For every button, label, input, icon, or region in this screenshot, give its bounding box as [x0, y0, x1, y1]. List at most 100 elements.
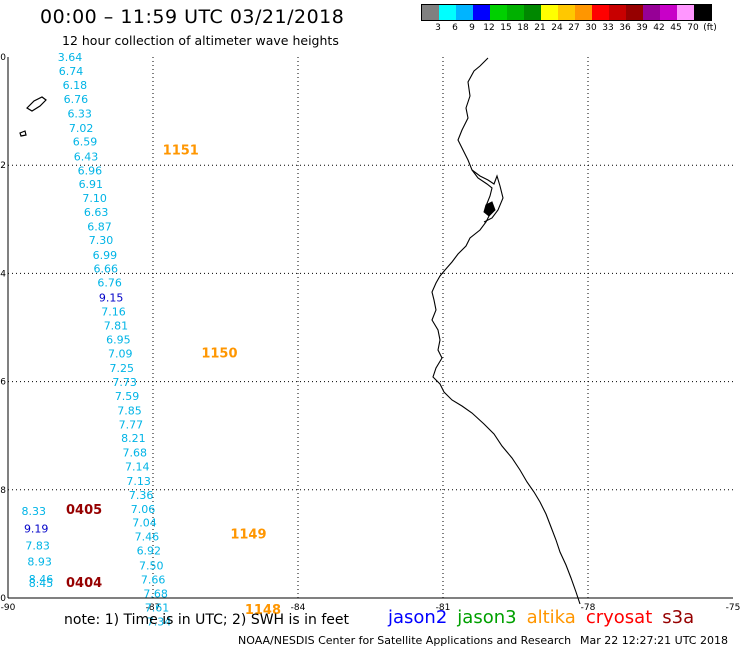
legend-tick-label: 36	[619, 23, 631, 33]
galapagos-island-small	[19, 130, 27, 137]
puna-island	[483, 201, 496, 217]
wave-height-value: 6.87	[87, 221, 112, 234]
wave-height-value: 6.74	[59, 65, 84, 78]
wave-height-value: 8.21	[121, 432, 146, 445]
legend-tick-label: 33	[602, 23, 614, 33]
track-1151: 3.646.746.186.766.337.026.596.436.966.91…	[58, 51, 199, 305]
lat-tick-label: 0	[0, 53, 6, 63]
legend-tick-label: 9	[469, 23, 475, 33]
lon-tick-label: -78	[581, 603, 596, 613]
map-subtitle: 12 hour collection of altimeter wave hei…	[62, 33, 339, 48]
legend-swatch	[609, 5, 626, 20]
track-1149: 7.047.466.927.507.667.68 1149	[132, 517, 266, 601]
legend-swatch	[473, 5, 490, 20]
legend-swatch	[439, 5, 456, 20]
lat-tick-label: -6	[0, 378, 6, 388]
legend-swatch	[575, 5, 592, 20]
legend-swatch	[660, 5, 677, 20]
lat-tick-label: -2	[0, 161, 6, 171]
wave-height-value: 7.61	[145, 602, 170, 615]
pass-time-label: 1148	[245, 603, 281, 618]
satellite-s3a: s3a	[662, 607, 695, 628]
wave-height-value: 7.25	[110, 362, 135, 375]
wave-height-value: 7.14	[125, 460, 150, 473]
wave-height-value: 9.19	[24, 523, 49, 536]
wave-height-value: 7.68	[143, 587, 168, 600]
wave-height-value: 7.30	[89, 234, 114, 247]
lat-lon-grid	[8, 57, 733, 598]
map-frame	[7, 57, 733, 599]
legend-tick-label: 18	[517, 23, 529, 33]
map-title: 00:00 – 11:59 UTC 03/21/2018	[40, 6, 345, 28]
wave-height-value: 6.92	[137, 545, 162, 558]
legend-swatch	[541, 5, 558, 20]
legend-tick-labels: 3 6 9 12 15 18 21 24 27 30 33 36 39 42 45 70 (ft)	[421, 21, 717, 35]
wave-height-value: 7.83	[25, 539, 50, 552]
wave-height-value: 6.76	[97, 276, 122, 289]
axis-tick-labels: 0 -2 -4 -6 -8 -10-90 -87 -84 -81 -78 -75	[0, 53, 740, 613]
legend-tick-label: 15	[500, 23, 512, 33]
wave-height-value: 7.02	[69, 122, 94, 135]
wave-height-value: 6.43	[74, 150, 99, 163]
legend-tick-label: 27	[568, 23, 580, 33]
wave-height-value: 8.46	[29, 573, 54, 586]
legend-swatch	[643, 5, 660, 20]
wave-height-value: 7.85	[117, 405, 142, 418]
wave-height-value: 8.33	[22, 505, 47, 518]
wave-height-value: 7.81	[104, 320, 129, 333]
track-1148: 7.617.34 1148	[145, 602, 281, 629]
lat-tick-label: -10	[0, 594, 6, 604]
pass-time-label: 1151	[163, 143, 199, 158]
wave-height-value: 6.96	[78, 164, 103, 177]
galapagos-island-isabela	[26, 96, 47, 112]
wave-height-value: 6.59	[73, 136, 98, 149]
legend-tick-label: 21	[534, 23, 546, 33]
legend-swatch	[456, 5, 473, 20]
wave-height-value: 6.95	[106, 334, 131, 347]
satellite-jason2: jason2	[388, 607, 448, 628]
pass-time-label: 1150	[201, 346, 237, 361]
legend-swatch	[592, 5, 609, 20]
satellite-legend: jason2 jason3 altika cryosat s3a	[388, 607, 704, 628]
altimeter-tracks: 3.646.746.186.766.337.026.596.436.966.91…	[22, 51, 281, 629]
legend-tick-label: 70	[687, 23, 699, 33]
generated-timestamp: Mar 22 12:27:21 UTC 2018	[580, 634, 728, 647]
wave-height-value: 6.18	[63, 79, 88, 92]
legend-swatch	[677, 5, 694, 20]
wave-height-value: 7.46	[135, 531, 160, 544]
wave-height-value: 7.66	[141, 573, 166, 586]
wave-height-value: 7.50	[139, 559, 164, 572]
lon-tick-label: -90	[1, 603, 16, 613]
legend-tick-label: 45	[670, 23, 682, 33]
wave-height-value: 7.77	[119, 419, 144, 432]
legend-swatch	[524, 5, 541, 20]
legend-swatch	[422, 5, 439, 20]
lon-tick-label: -75	[726, 603, 740, 613]
lon-tick-label: -87	[146, 603, 161, 613]
pass-time-label: 0405	[66, 503, 102, 518]
satellite-altika: altika	[526, 607, 576, 628]
satellite-jason3: jason3	[457, 607, 517, 628]
legend-tick-label: 6	[452, 23, 458, 33]
satellite-cryosat: cryosat	[585, 607, 653, 628]
wave-height-value: 7.36	[129, 489, 154, 502]
wave-height-value: 7.73	[112, 376, 136, 389]
wave-height-value: 7.10	[82, 192, 107, 205]
legend-swatch	[490, 5, 507, 20]
track-0404: 8.45 0404	[29, 576, 102, 591]
pass-time-label: 1149	[230, 527, 266, 542]
wave-height-value: 7.09	[108, 347, 133, 360]
wave-height-value: 6.76	[64, 93, 88, 106]
legend-tick-label: (ft)	[703, 23, 717, 33]
wave-height-value: 7.34	[147, 616, 172, 629]
legend-tick-label: 24	[551, 23, 563, 33]
legend-tick-label: 39	[636, 23, 648, 33]
pass-time-label: 0404	[66, 576, 102, 591]
lon-tick-label: -81	[436, 603, 451, 613]
south-america-coastline	[431, 57, 581, 605]
legend-color-bar	[421, 4, 712, 21]
wave-height-value: 9.15	[99, 292, 124, 305]
wave-height-value: 7.16	[101, 306, 126, 319]
wave-height-value: 6.63	[84, 206, 109, 219]
